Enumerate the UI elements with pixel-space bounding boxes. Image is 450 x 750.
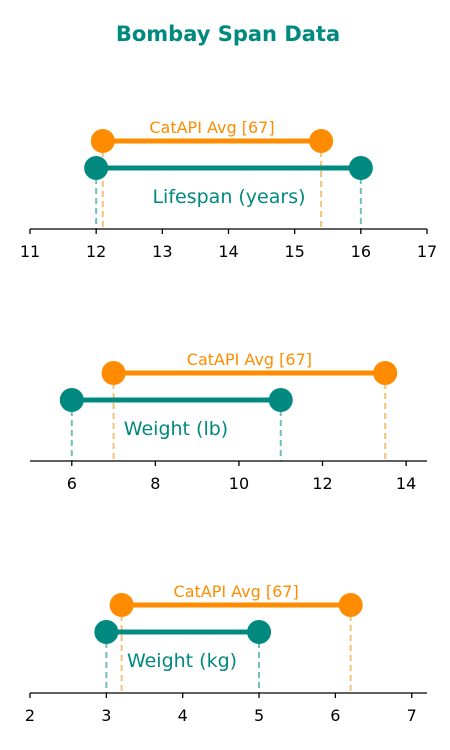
- x-tick-label: 6: [330, 706, 340, 725]
- range-marker-primary-high: [268, 388, 293, 412]
- range-marker-secondary-low: [101, 361, 126, 385]
- x-tick-label: 3: [101, 706, 111, 725]
- series-label-primary: Weight (kg): [127, 650, 237, 672]
- range-marker-secondary-high: [338, 593, 363, 617]
- panel-2: CatAPI Avg [67] Weight (lb) 6 8 10 12 14: [30, 350, 427, 493]
- range-marker-primary-high: [348, 156, 373, 180]
- series-label-secondary: CatAPI Avg [67]: [149, 118, 274, 137]
- x-tick-label: 4: [178, 706, 188, 725]
- x-tick-label: 8: [150, 474, 160, 493]
- range-marker-secondary-high: [373, 361, 398, 385]
- chart-title: Bombay Span Data: [116, 22, 340, 46]
- x-tick-label: 5: [254, 706, 264, 725]
- x-tick-label: 16: [351, 242, 371, 261]
- range-marker-primary-low: [94, 620, 119, 644]
- x-tick-label: 14: [218, 242, 238, 261]
- x-tick-label: 12: [86, 242, 106, 261]
- x-tick-label: 2: [25, 706, 35, 725]
- chart-panels: CatAPI Avg [67] Lifespan (years) 11 12 13 14 1…: [20, 118, 437, 725]
- range-marker-secondary-low: [90, 129, 115, 153]
- range-marker-secondary-low: [109, 593, 134, 617]
- x-tick-label: 10: [229, 474, 249, 493]
- range-marker-secondary-high: [309, 129, 334, 153]
- x-tick-label: 17: [417, 242, 437, 261]
- range-marker-primary-low: [84, 156, 109, 180]
- x-tick-label: 6: [67, 474, 77, 493]
- x-tick-label: 15: [284, 242, 304, 261]
- panel-1: CatAPI Avg [67] Lifespan (years) 11 12 13 14 1…: [20, 118, 437, 261]
- x-tick-label: 12: [312, 474, 332, 493]
- series-label-secondary: CatAPI Avg [67]: [174, 582, 299, 601]
- x-tick-label: 13: [152, 242, 172, 261]
- range-marker-primary-high: [247, 620, 272, 644]
- x-tick-label: 14: [396, 474, 416, 493]
- series-label-primary: Lifespan (years): [152, 186, 305, 208]
- series-label-secondary: CatAPI Avg [67]: [187, 350, 312, 369]
- panel-3: CatAPI Avg [67] Weight (kg) 2 3 4 5 6 7: [25, 582, 427, 725]
- x-tick-label: 7: [407, 706, 417, 725]
- x-tick-label: 11: [20, 242, 40, 261]
- series-label-primary: Weight (lb): [124, 418, 228, 440]
- range-marker-primary-low: [59, 388, 84, 412]
